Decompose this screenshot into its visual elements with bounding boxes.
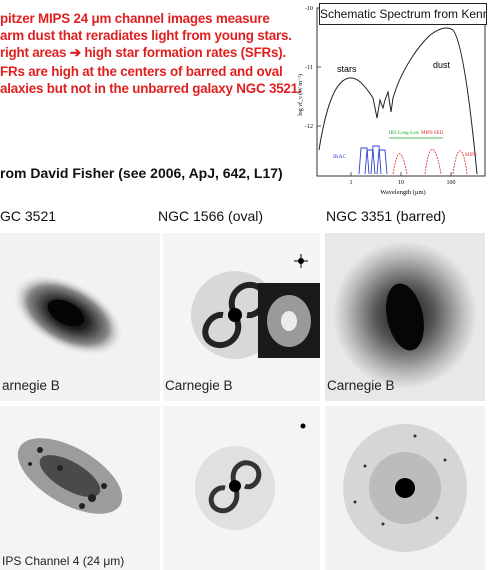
- spectrum-plot: -10 -11 -12 1 10 100 Wavelength (μm) log…: [297, 6, 486, 196]
- galaxy-image-ngc1566-optical: Carnegie B: [163, 233, 320, 401]
- bullet-spitzer-mips: pitzer MIPS 24 μm channel images measure…: [0, 11, 292, 60]
- panel-label: Carnegie B: [165, 378, 233, 393]
- y-axis-label: log νf_ν (W m⁻²): [297, 74, 304, 116]
- x-axis-label: Wavelength (μm): [380, 189, 425, 196]
- galaxy-image-ngc3521-mips: IPS Channel 4 (24 μm): [0, 406, 160, 570]
- stars-label: stars: [337, 64, 357, 74]
- dust-label: dust: [433, 60, 451, 70]
- galaxy-image-ngc3351-optical: Carnegie B: [325, 233, 485, 401]
- credit-line: rom David Fisher (see 2006, ApJ, 642, L1…: [0, 165, 283, 181]
- column-label-ngc3521: GC 3521: [0, 208, 57, 224]
- column-label-ngc3351: NGC 3351 (barred): [326, 208, 446, 224]
- mips-sed-label: MIPS SED: [421, 131, 444, 136]
- mips-label: MIPS: [465, 153, 477, 158]
- mips-filters: [392, 149, 468, 175]
- x-tick: 100: [447, 180, 456, 186]
- column-label-ngc1566: NGC 1566 (oval): [158, 208, 264, 224]
- spectrum-curve: [318, 27, 478, 175]
- irac-label: IRAC: [333, 154, 346, 160]
- panel-label: IPS Channel 4 (24 μm): [2, 554, 125, 568]
- galaxy-image-ngc3521-optical: arnegie B: [0, 233, 160, 401]
- galaxy-image-ngc1566-mips: [163, 406, 320, 570]
- y-tick: -12: [305, 124, 313, 130]
- x-tick: 10: [398, 180, 404, 186]
- x-tick: 1: [350, 180, 353, 186]
- irs-label: IRS Long-Low: [389, 131, 420, 136]
- panel-label: Carnegie B: [327, 378, 395, 393]
- spectrum-figure: -10 -11 -12 1 10 100 Wavelength (μm) log…: [293, 0, 488, 200]
- panel-label: arnegie B: [2, 378, 60, 393]
- galaxy-image-ngc3351-mips: [325, 406, 485, 570]
- y-tick: -11: [305, 65, 313, 71]
- irac-filters: [358, 145, 388, 175]
- bullet-sfr-centers: FRs are high at the centers of barred an…: [0, 64, 302, 96]
- spectrum-title: Schematic Spectrum from Kennicutt (2003): [319, 3, 487, 25]
- y-tick: -10: [305, 6, 313, 12]
